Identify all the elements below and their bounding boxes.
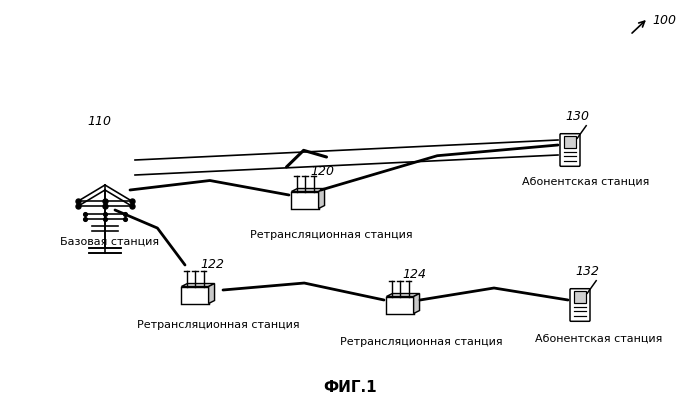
Text: ФИГ.1: ФИГ.1 xyxy=(323,381,377,395)
Text: 110: 110 xyxy=(87,115,111,128)
Text: 130: 130 xyxy=(565,110,589,123)
Text: Абонентская станция: Абонентская станция xyxy=(522,177,649,187)
FancyBboxPatch shape xyxy=(570,289,590,322)
Text: Ретрансляционная станция: Ретрансляционная станция xyxy=(250,230,412,240)
Polygon shape xyxy=(182,284,215,286)
Text: 100: 100 xyxy=(652,14,676,27)
FancyBboxPatch shape xyxy=(563,135,576,148)
Text: 132: 132 xyxy=(575,265,599,278)
Text: 120: 120 xyxy=(310,165,334,178)
Polygon shape xyxy=(208,284,215,304)
FancyBboxPatch shape xyxy=(182,286,208,304)
FancyBboxPatch shape xyxy=(291,191,319,208)
Text: Базовая станция: Базовая станция xyxy=(60,237,159,247)
Polygon shape xyxy=(319,188,324,208)
Text: 122: 122 xyxy=(200,258,224,271)
Polygon shape xyxy=(291,188,324,191)
Text: 124: 124 xyxy=(402,268,426,281)
Text: Ретрансляционная станция: Ретрансляционная станция xyxy=(340,337,503,347)
Text: Абонентская станция: Абонентская станция xyxy=(535,334,663,344)
Polygon shape xyxy=(414,293,419,313)
FancyBboxPatch shape xyxy=(560,134,580,166)
FancyBboxPatch shape xyxy=(574,290,586,303)
Polygon shape xyxy=(387,293,419,297)
FancyBboxPatch shape xyxy=(387,297,414,313)
Text: Ретрансляционная станция: Ретрансляционная станция xyxy=(137,320,300,330)
